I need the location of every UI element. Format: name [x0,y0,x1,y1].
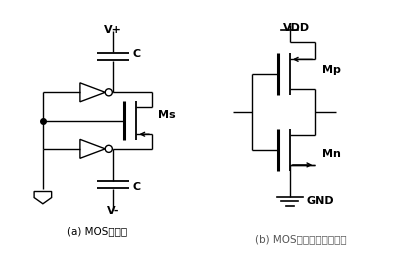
Text: Ms: Ms [158,110,175,120]
Text: VDD: VDD [282,24,309,33]
Text: V-: V- [107,206,119,216]
Text: GND: GND [306,196,334,206]
Text: C: C [132,182,140,192]
Text: Mn: Mn [321,149,339,159]
Text: C: C [132,49,140,59]
Text: Mp: Mp [321,65,339,75]
Text: V+: V+ [104,25,122,35]
Text: (a) MOS开关管: (a) MOS开关管 [67,226,127,236]
Text: (b) MOS开关管中的反相器: (b) MOS开关管中的反相器 [254,235,345,245]
